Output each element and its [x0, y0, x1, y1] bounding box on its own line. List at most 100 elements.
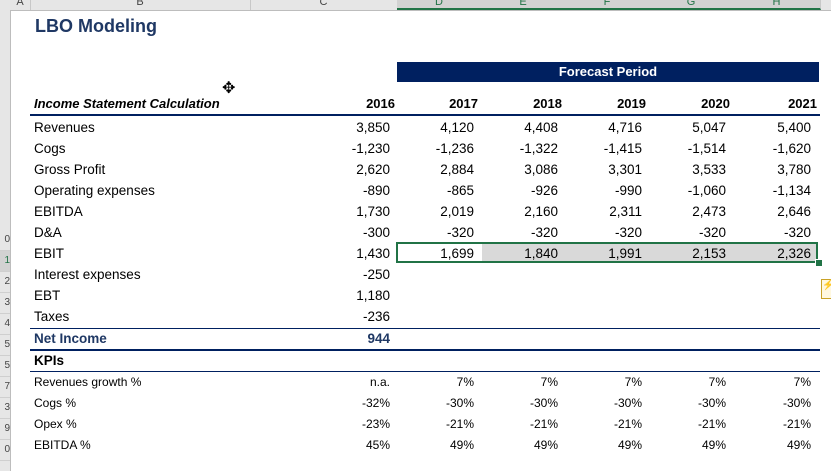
- table-cell[interactable]: -320: [446, 225, 474, 240]
- table-cell[interactable]: 1,430: [356, 246, 390, 261]
- table-cell[interactable]: 4,716: [608, 120, 642, 135]
- kpi-cell[interactable]: 49%: [701, 438, 726, 452]
- table-cell[interactable]: -320: [698, 225, 726, 240]
- kpi-cell[interactable]: -21%: [697, 417, 726, 431]
- table-cell[interactable]: 3,780: [777, 162, 811, 177]
- row-label[interactable]: EBITDA: [34, 204, 83, 219]
- table-cell[interactable]: -320: [614, 225, 642, 240]
- kpi-label[interactable]: Cogs %: [34, 396, 77, 410]
- kpi-cell[interactable]: 49%: [786, 438, 811, 452]
- row-header[interactable]: 7: [0, 377, 10, 398]
- table-cell[interactable]: -1,415: [603, 141, 642, 156]
- column-header-b[interactable]: B: [30, 0, 251, 10]
- row-header[interactable]: 3: [0, 398, 10, 419]
- kpi-cell[interactable]: -21%: [529, 417, 558, 431]
- kpi-cell[interactable]: 45%: [365, 438, 390, 452]
- fill-handle[interactable]: [815, 259, 823, 267]
- table-cell[interactable]: 1,180: [356, 288, 390, 303]
- row-label[interactable]: Interest expenses: [34, 267, 141, 282]
- row-header[interactable]: 2: [0, 272, 10, 293]
- row-label[interactable]: Operating expenses: [34, 183, 155, 198]
- kpi-cell[interactable]: -32%: [361, 396, 390, 410]
- table-cell[interactable]: -320: [783, 225, 811, 240]
- table-cell[interactable]: 2,646: [777, 204, 811, 219]
- table-cell[interactable]: 2,473: [692, 204, 726, 219]
- table-cell[interactable]: 1,840: [524, 246, 558, 261]
- row-header[interactable]: 0: [0, 440, 10, 461]
- kpi-label[interactable]: EBITDA %: [34, 438, 91, 452]
- row-label[interactable]: EBIT: [34, 246, 65, 261]
- row-label[interactable]: Cogs: [34, 141, 66, 156]
- table-cell[interactable]: -1,620: [772, 141, 811, 156]
- column-header-c[interactable]: C: [250, 0, 398, 10]
- kpi-cell[interactable]: -30%: [613, 396, 642, 410]
- row-header[interactable]: 4: [0, 314, 10, 335]
- table-cell[interactable]: 3,086: [524, 162, 558, 177]
- row-header[interactable]: 1: [0, 251, 10, 272]
- kpi-cell[interactable]: -21%: [613, 417, 642, 431]
- table-cell[interactable]: -1,322: [519, 141, 558, 156]
- row-header[interactable]: 0: [0, 230, 10, 251]
- table-cell[interactable]: 2,019: [440, 204, 474, 219]
- column-header-h[interactable]: H: [733, 0, 821, 10]
- kpi-label[interactable]: Opex %: [34, 417, 77, 431]
- table-cell[interactable]: 2,326: [777, 246, 811, 261]
- column-header-g[interactable]: G: [649, 0, 734, 10]
- row-label[interactable]: EBT: [34, 288, 61, 303]
- table-cell[interactable]: 4,408: [524, 120, 558, 135]
- table-cell[interactable]: -1,230: [351, 141, 390, 156]
- kpi-cell[interactable]: 49%: [617, 438, 642, 452]
- table-cell[interactable]: -1,060: [687, 183, 726, 198]
- table-cell[interactable]: -300: [362, 225, 390, 240]
- table-cell[interactable]: -1,236: [435, 141, 474, 156]
- kpi-cell[interactable]: -30%: [697, 396, 726, 410]
- kpi-cell[interactable]: -30%: [445, 396, 474, 410]
- kpi-cell[interactable]: 7%: [540, 375, 558, 389]
- kpi-cell[interactable]: 7%: [624, 375, 642, 389]
- column-header-e[interactable]: E: [481, 0, 566, 10]
- table-cell[interactable]: 3,533: [692, 162, 726, 177]
- column-header-a[interactable]: A: [10, 0, 31, 10]
- kpi-label[interactable]: Revenues growth %: [34, 375, 142, 389]
- table-cell[interactable]: 1,699: [440, 246, 474, 261]
- table-cell[interactable]: -926: [530, 183, 558, 198]
- table-cell[interactable]: -990: [614, 183, 642, 198]
- table-cell[interactable]: 1,730: [356, 204, 390, 219]
- kpi-cell[interactable]: -30%: [529, 396, 558, 410]
- kpi-cell[interactable]: 7%: [456, 375, 474, 389]
- table-cell[interactable]: -320: [530, 225, 558, 240]
- table-cell[interactable]: -865: [446, 183, 474, 198]
- kpi-cell[interactable]: -21%: [782, 417, 811, 431]
- table-cell[interactable]: -890: [362, 183, 390, 198]
- row-label[interactable]: Gross Profit: [34, 162, 106, 177]
- selected-range[interactable]: [396, 242, 818, 263]
- table-cell[interactable]: 4,120: [440, 120, 474, 135]
- kpi-cell[interactable]: 7%: [708, 375, 726, 389]
- kpi-cell[interactable]: -30%: [782, 396, 811, 410]
- net-income-label[interactable]: Net Income: [34, 331, 107, 346]
- row-label[interactable]: D&A: [34, 225, 62, 240]
- kpi-cell[interactable]: -21%: [445, 417, 474, 431]
- table-cell[interactable]: 3,850: [356, 120, 390, 135]
- table-cell[interactable]: 3,301: [608, 162, 642, 177]
- table-cell[interactable]: 2,884: [440, 162, 474, 177]
- column-header-d[interactable]: D: [397, 0, 482, 10]
- table-cell[interactable]: 2,620: [356, 162, 390, 177]
- table-cell[interactable]: -1,134: [772, 183, 811, 198]
- table-cell[interactable]: 5,047: [692, 120, 726, 135]
- kpi-cell[interactable]: -23%: [361, 417, 390, 431]
- kpi-cell[interactable]: n.a.: [369, 375, 390, 389]
- table-cell[interactable]: 1,991: [608, 246, 642, 261]
- kpi-cell[interactable]: 7%: [793, 375, 811, 389]
- kpi-cell[interactable]: 49%: [533, 438, 558, 452]
- row-header[interactable]: 3: [0, 293, 10, 314]
- table-cell[interactable]: 5,400: [777, 120, 811, 135]
- table-cell[interactable]: 2,311: [609, 204, 642, 219]
- table-cell[interactable]: -236: [362, 309, 390, 324]
- table-cell[interactable]: -1,514: [687, 141, 726, 156]
- row-label[interactable]: Revenues: [34, 120, 95, 135]
- quick-analysis-icon[interactable]: ⚡: [821, 279, 831, 299]
- kpi-cell[interactable]: 49%: [449, 438, 474, 452]
- table-cell[interactable]: -250: [362, 267, 390, 282]
- table-cell[interactable]: 2,160: [524, 204, 558, 219]
